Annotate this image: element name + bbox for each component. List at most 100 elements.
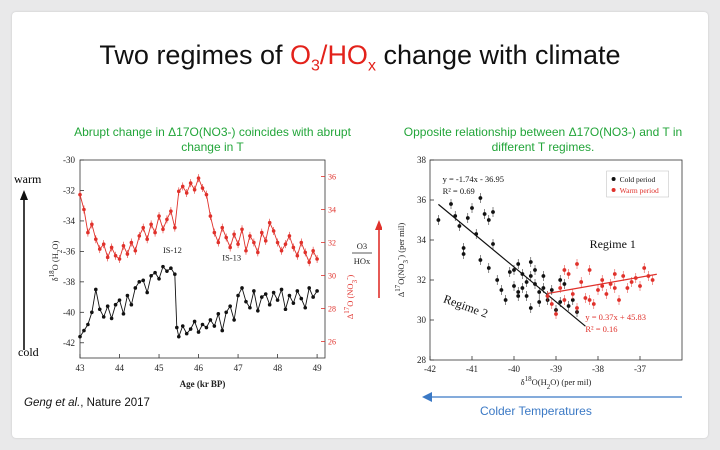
cold-point [570,298,575,302]
warm-point [633,276,638,280]
d18o-point [113,302,118,307]
cold-point [520,272,525,276]
d17o-point [228,245,232,250]
d18o-point [184,331,189,336]
d18o-point [94,287,98,292]
d18o-point [244,299,248,304]
x-tick-label: 45 [155,363,165,373]
warm-point [625,286,630,290]
y-right-tick-label: 34 [328,206,336,215]
warm-point [558,286,563,290]
ratio-numerator: O3 [357,241,367,251]
d18o-point [169,266,173,270]
legend-marker [611,188,616,192]
d18o-point [216,312,221,316]
x-tick-label: 49 [313,363,323,373]
cold-point [486,218,491,222]
warm-point [612,286,617,290]
d17o-point [137,234,142,238]
d18o-point [173,272,177,277]
scatter-axes: 28 30 32 34 36 38 -42 -41 -40 -39 -38 -37 δ18O(H2O) … [394,155,683,390]
d17o-point [141,225,146,230]
d17o-point [121,244,126,248]
legend-box [606,170,669,198]
time-series-axes: -30 -32 -34 -36 -38 -40 -42 26 28 30 32 34 36 43 44 45 4… [20,155,382,389]
d17o-point [129,240,134,245]
d17o-point [275,240,280,245]
legend-marker [611,177,616,181]
d17o-point [236,242,240,246]
d17o-point [149,222,153,227]
scatter-marks [436,193,657,327]
cold-point [528,260,533,264]
y-right-label: Δ17O (NO3-) [343,275,359,320]
d18o-point [165,269,169,273]
cold-point [512,268,516,272]
cold-point [512,284,516,288]
d17o-point [307,260,311,265]
y-left-tick-label: -34 [63,216,75,226]
colder-arrow [422,392,682,402]
d17o-point [303,250,308,255]
d18o-point [271,290,276,295]
title-text-1: Two regimes of [99,40,290,70]
warm-point [549,302,554,306]
cold-point [528,274,533,278]
d17o-point [188,181,193,185]
d17o-point [267,220,272,225]
d18o-point [287,293,292,298]
cold-point [474,232,479,236]
d17o-point [256,250,260,255]
cold-point [558,278,563,282]
d18o-point [307,286,311,290]
slide-canvas [12,12,708,438]
warm-point [604,292,609,296]
d18o-point [208,318,213,322]
d18o-point [86,322,90,327]
d17o-point [263,239,268,243]
d17o-point [299,240,304,245]
d17o-point [311,248,315,253]
d18o-point [303,305,308,310]
d18o-point [192,319,197,324]
cold-point [507,270,512,274]
warm-point [612,272,617,276]
d17o-point [252,240,256,245]
warm-point [600,278,605,282]
cold-point [482,212,487,216]
warm-point [600,284,605,288]
cold-point [533,268,537,272]
d18o-point [78,334,82,339]
d18o-point [109,316,114,321]
cold-fit-equation: y = -1.74x - 36.95 [443,174,504,184]
cold-point [503,298,508,302]
d17o-point [94,237,98,241]
d18o-point [279,287,284,292]
cold-point [491,210,495,214]
d18o-point [105,304,110,309]
x-axis-label: Age (kr BP) [180,379,226,389]
x-tick-label: 46 [194,363,204,373]
x-tick-label: -40 [508,364,520,374]
d18o-line [79,265,318,339]
d18o-point [263,292,268,296]
d17o-point [192,187,197,192]
d17o-point [169,209,173,213]
warm-point [617,298,621,302]
warm-point [629,280,634,284]
y-left-tick-label: -42 [63,338,75,348]
d17o-point [196,176,201,180]
cold-point [478,258,483,262]
d17o-point [161,227,165,232]
d17o-point [145,237,149,241]
d17o-point [212,230,217,235]
warm-point [638,284,642,288]
warm-point [575,306,579,310]
ratio-arrow-head [375,220,382,230]
x-tick-label: 47 [234,363,244,373]
cold-point [528,306,533,310]
d17o-point [165,217,169,222]
d18o-point [236,293,240,298]
cold-fit-r2: R² = 0.69 [443,186,475,196]
d17o-point [82,207,86,212]
